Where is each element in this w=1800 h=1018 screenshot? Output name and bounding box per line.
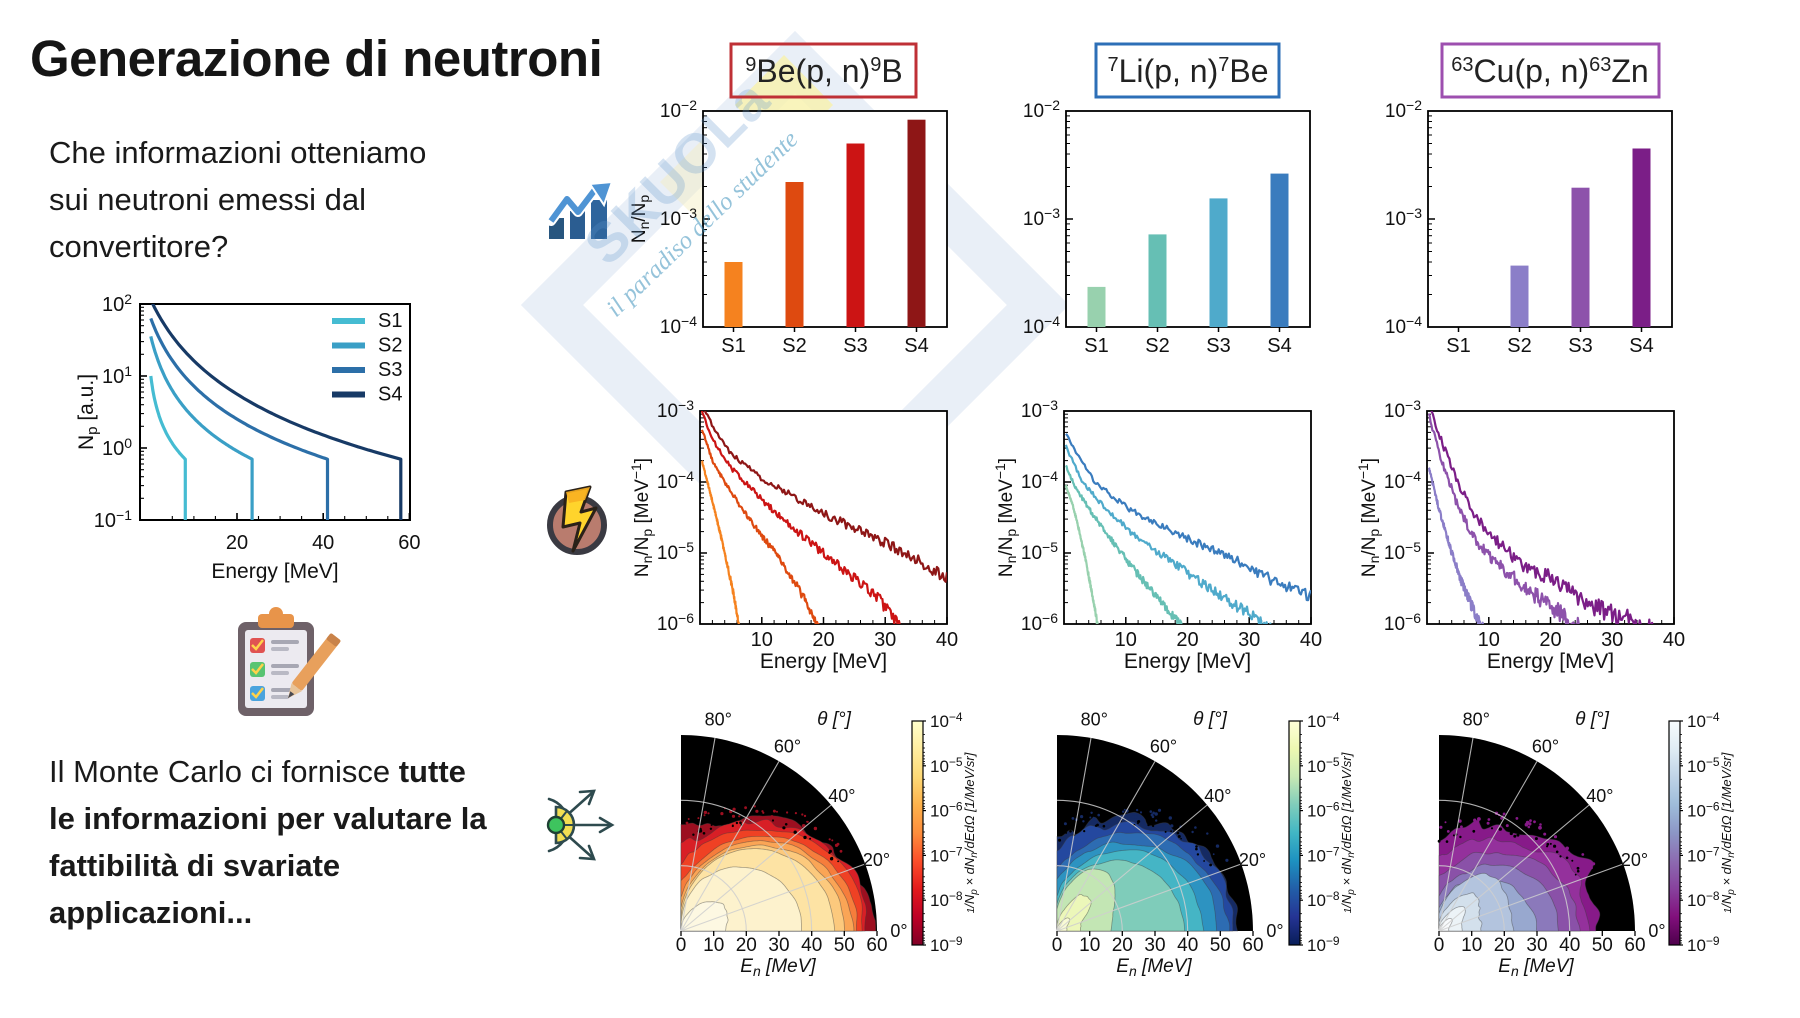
svg-text:S1: S1: [378, 310, 402, 332]
svg-text:sui neutroni emessi dal: sui neutroni emessi dal: [49, 182, 366, 217]
svg-text:S4: S4: [1629, 335, 1653, 357]
svg-text:En [MeV]: En [MeV]: [1116, 956, 1192, 979]
svg-text:0: 0: [1434, 935, 1445, 956]
svg-text:θ [°]: θ [°]: [817, 709, 851, 730]
svg-text:50: 50: [1592, 935, 1613, 956]
svg-text:θ [°]: θ [°]: [1575, 709, 1609, 730]
svg-text:40°: 40°: [828, 786, 855, 806]
svg-text:1/Np × dNn/dEdΩ [1/MeV/sr]: 1/Np × dNn/dEdΩ [1/MeV/sr]: [962, 752, 980, 913]
svg-text:80°: 80°: [1081, 709, 1108, 729]
svg-text:S2: S2: [1507, 335, 1531, 357]
svg-text:50: 50: [834, 935, 855, 956]
svg-text:20°: 20°: [1621, 850, 1648, 870]
svg-text:60°: 60°: [1532, 737, 1559, 757]
svg-text:40: 40: [1559, 935, 1580, 956]
svg-text:1/Np × dNn/dEdΩ [1/MeV/sr]: 1/Np × dNn/dEdΩ [1/MeV/sr]: [1339, 752, 1357, 913]
svg-text:30: 30: [1526, 935, 1547, 956]
svg-text:Il Monte Carlo ci fornisce tut: Il Monte Carlo ci fornisce tutte: [49, 754, 466, 789]
svg-text:20: 20: [736, 935, 757, 956]
svg-text:20°: 20°: [1239, 850, 1266, 870]
svg-text:30: 30: [1601, 629, 1623, 651]
svg-text:10: 10: [703, 935, 724, 956]
svg-text:Np [a.u.]: Np [a.u.]: [75, 374, 101, 450]
svg-text:S1: S1: [721, 335, 745, 357]
svg-text:60°: 60°: [1150, 737, 1177, 757]
svg-text:S4: S4: [1267, 335, 1291, 357]
svg-text:S1: S1: [1446, 335, 1470, 357]
svg-text:10−6: 10−6: [1021, 610, 1058, 635]
svg-text:En [MeV]: En [MeV]: [1498, 956, 1574, 979]
svg-text:60: 60: [398, 532, 420, 554]
svg-text:7Li(p, n)7Be: 7Li(p, n)7Be: [1108, 53, 1269, 89]
svg-text:80°: 80°: [705, 709, 732, 729]
svg-text:30: 30: [1144, 935, 1165, 956]
svg-text:10−3: 10−3: [1021, 397, 1058, 422]
svg-text:60: 60: [1242, 935, 1263, 956]
svg-text:Energy [MeV]: Energy [MeV]: [211, 560, 338, 583]
svg-text:20: 20: [1112, 935, 1133, 956]
svg-text:40: 40: [1177, 935, 1198, 956]
svg-text:40: 40: [1300, 629, 1322, 651]
svg-text:Generazione di neutroni: Generazione di neutroni: [30, 30, 602, 87]
svg-text:40°: 40°: [1586, 786, 1613, 806]
svg-text:S2: S2: [782, 335, 806, 357]
svg-text:10: 10: [1478, 629, 1500, 651]
svg-text:Nn/Np: Nn/Np: [629, 195, 652, 244]
svg-text:10−4: 10−4: [660, 313, 697, 338]
svg-text:30: 30: [768, 935, 789, 956]
svg-text:10: 10: [1115, 629, 1137, 651]
svg-text:S4: S4: [904, 335, 928, 357]
svg-text:50: 50: [1210, 935, 1231, 956]
svg-text:9Be(p, n)9B: 9Be(p, n)9B: [745, 53, 902, 89]
svg-text:10−2: 10−2: [660, 97, 697, 122]
svg-text:Che informazioni otteniamo: Che informazioni otteniamo: [49, 135, 426, 170]
svg-text:S4: S4: [378, 384, 402, 406]
svg-text:20: 20: [1539, 629, 1561, 651]
svg-text:80°: 80°: [1463, 709, 1490, 729]
svg-text:40°: 40°: [1204, 786, 1231, 806]
svg-text:0: 0: [1052, 935, 1063, 956]
svg-text:60: 60: [866, 935, 887, 956]
svg-text:40: 40: [801, 935, 822, 956]
svg-text:10−5: 10−5: [1021, 539, 1058, 564]
svg-text:S2: S2: [378, 335, 402, 357]
svg-text:S3: S3: [1206, 335, 1230, 357]
svg-text:Energy [MeV]: Energy [MeV]: [1124, 650, 1251, 673]
svg-text:le informazioni per valutare l: le informazioni per valutare la: [49, 801, 487, 836]
svg-text:20: 20: [812, 629, 834, 651]
svg-text:20: 20: [226, 532, 248, 554]
svg-text:0°: 0°: [890, 921, 907, 941]
svg-text:S3: S3: [843, 335, 867, 357]
svg-text:Energy [MeV]: Energy [MeV]: [1487, 650, 1614, 673]
svg-text:10: 10: [1461, 935, 1482, 956]
svg-text:40: 40: [1663, 629, 1685, 651]
svg-text:S3: S3: [1568, 335, 1592, 357]
svg-text:10: 10: [1079, 935, 1100, 956]
svg-text:0°: 0°: [1648, 921, 1665, 941]
svg-text:20°: 20°: [863, 850, 890, 870]
svg-text:40: 40: [312, 532, 334, 554]
svg-text:0: 0: [676, 935, 687, 956]
svg-text:20: 20: [1176, 629, 1198, 651]
svg-text:S2: S2: [1145, 335, 1169, 357]
svg-text:0°: 0°: [1266, 921, 1283, 941]
svg-text:S1: S1: [1084, 335, 1108, 357]
svg-text:Energy [MeV]: Energy [MeV]: [760, 650, 887, 673]
svg-text:convertitore?: convertitore?: [49, 229, 228, 264]
svg-text:40: 40: [936, 629, 958, 651]
svg-text:fattibilità di svariate: fattibilità di svariate: [49, 848, 340, 883]
svg-text:θ [°]: θ [°]: [1193, 709, 1227, 730]
svg-text:30: 30: [874, 629, 896, 651]
svg-text:En [MeV]: En [MeV]: [740, 956, 816, 979]
svg-text:30: 30: [1238, 629, 1260, 651]
svg-text:S3: S3: [378, 359, 402, 381]
svg-text:1/Np × dNn/dEdΩ [1/MeV/sr]: 1/Np × dNn/dEdΩ [1/MeV/sr]: [1719, 752, 1737, 913]
svg-text:applicazioni...: applicazioni...: [49, 895, 252, 930]
svg-text:20: 20: [1494, 935, 1515, 956]
svg-text:60: 60: [1624, 935, 1645, 956]
svg-text:10: 10: [751, 629, 773, 651]
svg-text:60°: 60°: [774, 737, 801, 757]
svg-text:63Cu(p, n)63Zn: 63Cu(p, n)63Zn: [1451, 53, 1648, 89]
